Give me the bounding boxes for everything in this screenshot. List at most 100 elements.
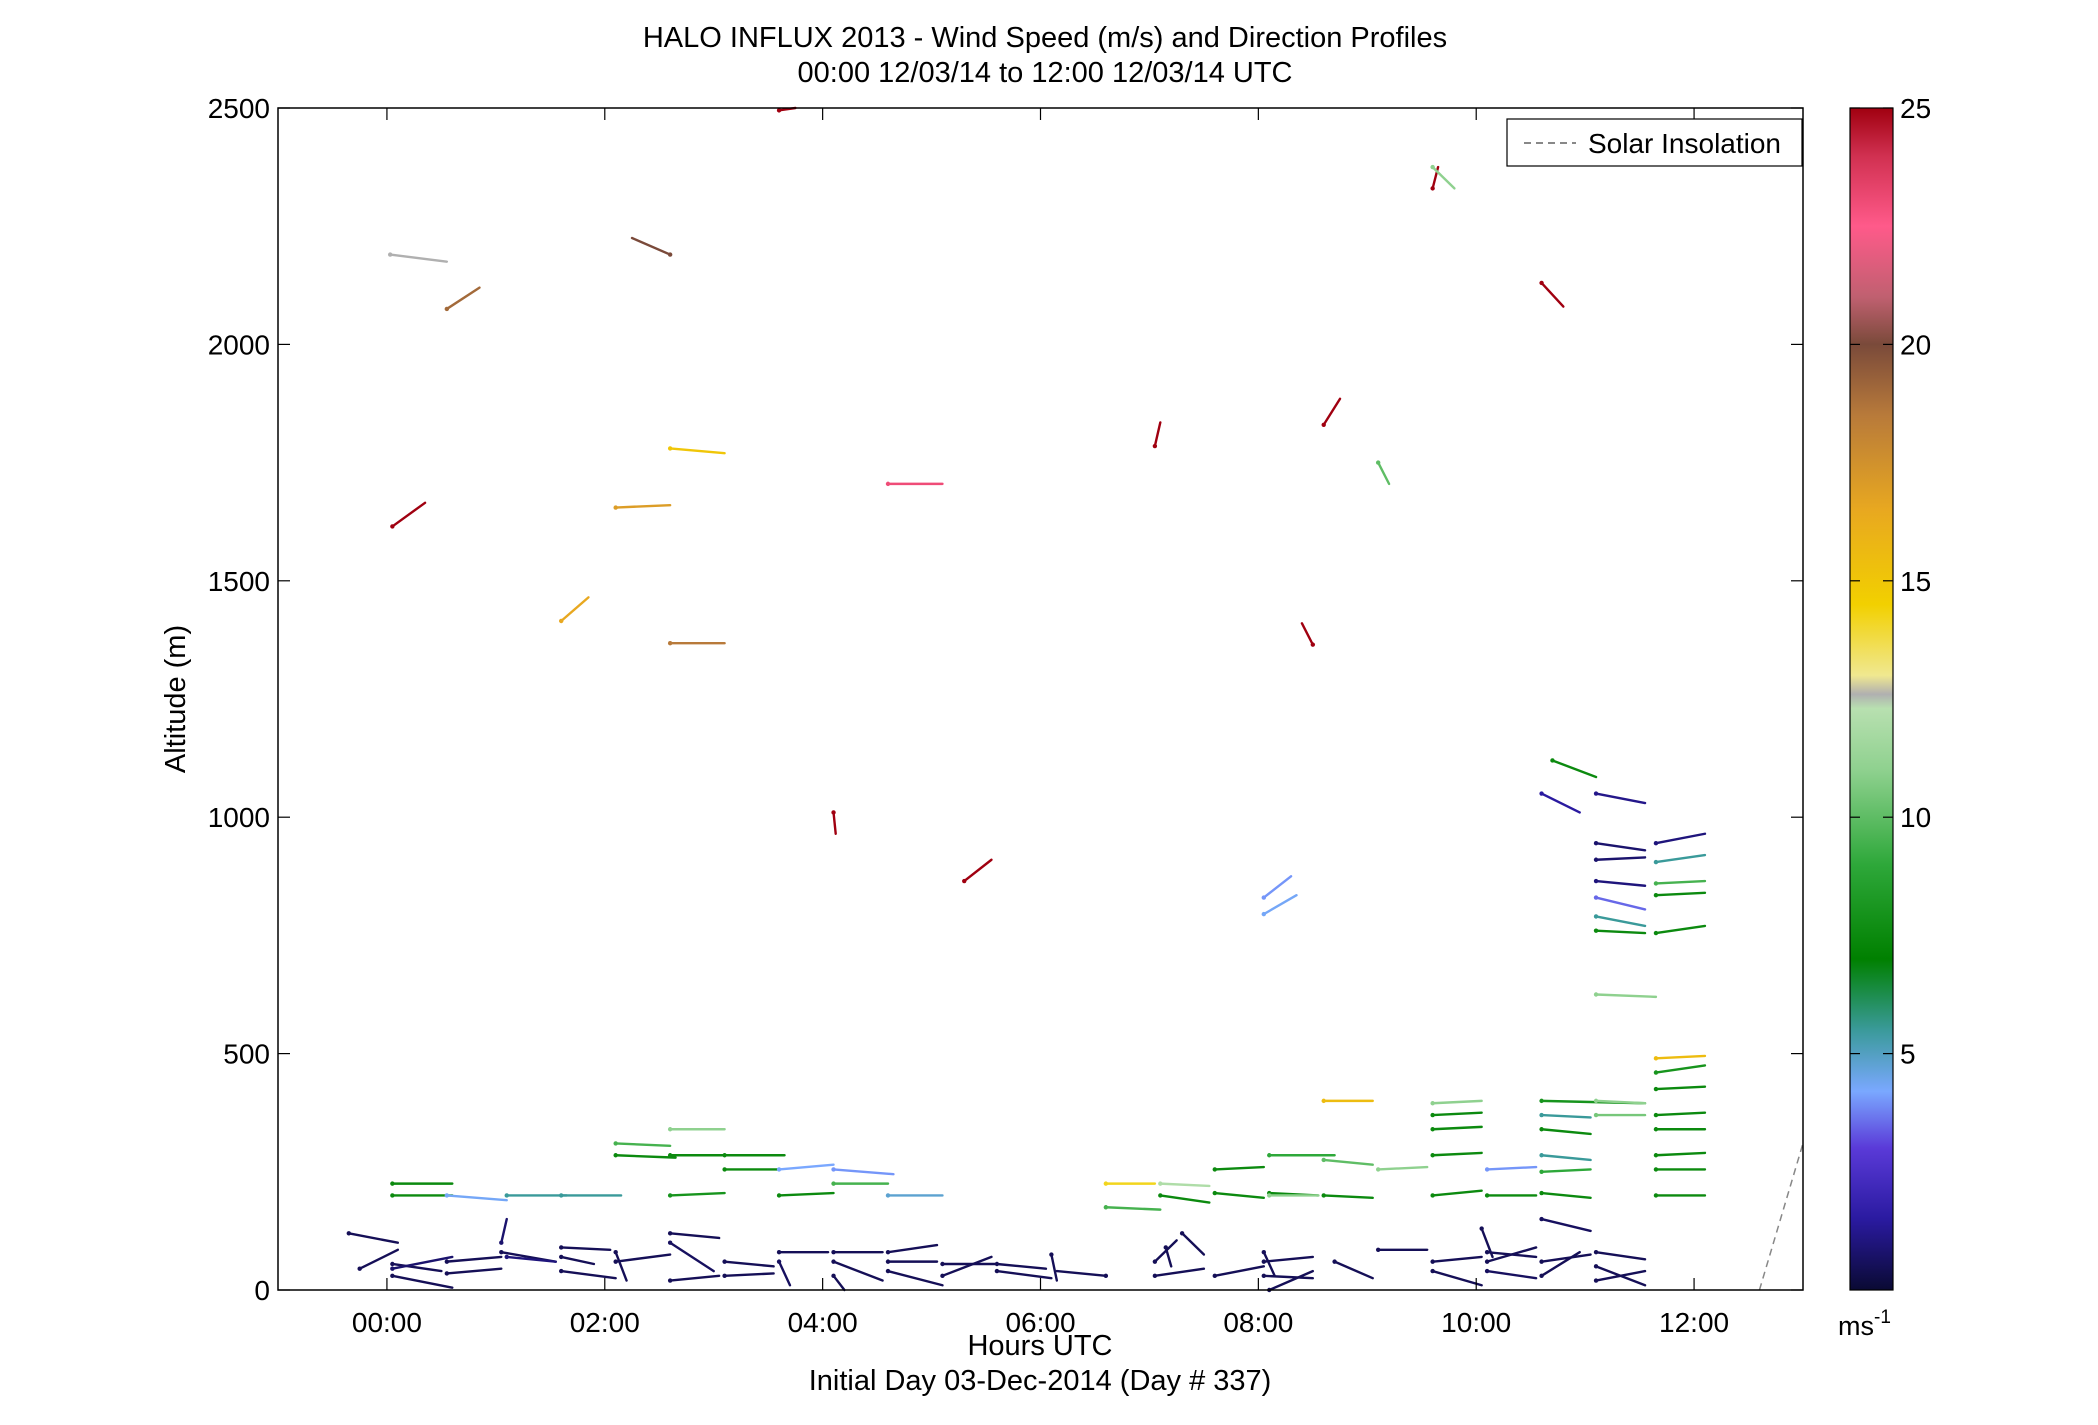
plot-frame bbox=[277, 107, 1804, 1291]
wind-barb-origin bbox=[667, 1231, 673, 1236]
x-axis-label: Hours UTC bbox=[967, 1330, 1112, 1362]
wind-barb bbox=[1322, 1194, 1374, 1200]
chart-title: HALO INFLUX 2013 - Wind Speed (m/s) and … bbox=[642, 22, 1448, 54]
wind-barb bbox=[1213, 1165, 1266, 1171]
wind-barb bbox=[1180, 1232, 1206, 1256]
wind-barb-origin bbox=[1321, 1157, 1326, 1163]
wind-barb bbox=[1594, 842, 1647, 852]
legend-box bbox=[1506, 118, 1803, 167]
wind-barb-origin bbox=[1593, 1098, 1599, 1104]
wind-barb-origin bbox=[1539, 1273, 1544, 1279]
wind-barb bbox=[1485, 1269, 1538, 1280]
y-axis-ticks: 0 500 1000 1500 2000 2500 bbox=[208, 93, 1803, 1306]
wind-barb-origin bbox=[1653, 1153, 1659, 1158]
wind-barb-origin bbox=[1430, 1127, 1435, 1132]
wind-barb bbox=[1485, 1246, 1538, 1263]
wind-barb-origin bbox=[1479, 1226, 1484, 1231]
x-axis-ticks: 00:00 02:00 04:00 06:00 08:00 10:00 12:00 bbox=[352, 108, 1729, 1338]
wind-barb bbox=[1594, 856, 1647, 861]
wind-barb-origin bbox=[1484, 1268, 1490, 1274]
wind-barb-origin bbox=[831, 1273, 836, 1279]
wind-barb bbox=[668, 1241, 715, 1273]
wind-barb-origin bbox=[1261, 1273, 1267, 1279]
wind-barb-origin bbox=[390, 524, 395, 529]
wind-barb bbox=[832, 1260, 884, 1282]
wind-barb bbox=[388, 253, 449, 263]
wind-barb bbox=[1322, 1158, 1374, 1166]
wind-barb-origin bbox=[559, 1193, 564, 1198]
y-tick-label: 0 bbox=[254, 1275, 270, 1306]
wind-barb bbox=[668, 1191, 726, 1197]
wind-barb-origin bbox=[1539, 1127, 1544, 1132]
wind-barb-origin bbox=[1593, 1264, 1599, 1269]
wind-barb bbox=[777, 1163, 835, 1171]
wind-barb-origin bbox=[885, 1193, 891, 1198]
wind-barb-origin bbox=[499, 1249, 504, 1255]
colorbar-tick-label: 15 bbox=[1900, 566, 1931, 597]
wind-barb-origin bbox=[885, 1259, 891, 1264]
wind-barb bbox=[560, 1269, 617, 1280]
wind-barb-origin bbox=[962, 878, 967, 884]
wind-barb-origin bbox=[504, 1254, 509, 1260]
wind-barb-origin bbox=[722, 1167, 727, 1172]
colorbar-tick-label: 25 bbox=[1900, 93, 1931, 124]
wind-barb bbox=[445, 1194, 508, 1202]
wind-barb-origin bbox=[1430, 1112, 1435, 1118]
wind-barb bbox=[1431, 1151, 1483, 1157]
wind-barb-origin bbox=[1430, 1268, 1435, 1274]
legend: Solar Insolation bbox=[1506, 118, 1803, 167]
wind-barb-origin bbox=[722, 1153, 727, 1158]
wind-barb bbox=[1050, 1253, 1059, 1282]
wind-barb-origin bbox=[1653, 1112, 1659, 1118]
wind-barb-origin bbox=[346, 1231, 352, 1236]
wind-barb bbox=[614, 1253, 672, 1263]
wind-barb-origin bbox=[1539, 1169, 1544, 1175]
wind-barb bbox=[1164, 1246, 1173, 1268]
wind-barb bbox=[1431, 1255, 1483, 1263]
x-tick-label: 04:00 bbox=[788, 1307, 858, 1338]
x-tick-label: 02:00 bbox=[570, 1307, 640, 1338]
wind-barb bbox=[1654, 1085, 1707, 1091]
wind-barb bbox=[505, 1255, 557, 1263]
wind-barb bbox=[995, 1262, 1048, 1270]
wind-barb bbox=[668, 1274, 721, 1282]
wind-barb bbox=[1594, 929, 1647, 935]
wind-barb-origin bbox=[613, 1141, 618, 1146]
wind-barb bbox=[1540, 1250, 1581, 1278]
wind-barb bbox=[1300, 622, 1315, 646]
wind-barb-origin bbox=[1152, 1273, 1158, 1279]
colorbar-units-exponent: -1 bbox=[1874, 1307, 1891, 1328]
wind-barb bbox=[1540, 1128, 1592, 1136]
wind-barb-origin bbox=[1375, 1167, 1381, 1172]
wind-barb-origin bbox=[831, 1259, 836, 1264]
wind-barb-origin bbox=[667, 252, 673, 257]
wind-barb-origin bbox=[940, 1273, 945, 1279]
wind-barb-origin bbox=[667, 641, 673, 646]
wind-barb-origin bbox=[831, 1249, 836, 1255]
wind-barb bbox=[1594, 915, 1647, 928]
wind-barb bbox=[391, 1255, 454, 1270]
wind-barb bbox=[1153, 1267, 1206, 1278]
wind-barb-origin bbox=[1375, 460, 1381, 465]
wind-barb bbox=[723, 1272, 775, 1278]
wind-barb bbox=[941, 1255, 993, 1278]
wind-barb-origin bbox=[1539, 1190, 1544, 1196]
wind-barb-origin bbox=[776, 1193, 782, 1198]
wind-barb-origin bbox=[1593, 791, 1599, 796]
wind-barb bbox=[391, 1262, 443, 1273]
wind-barb-origin bbox=[1539, 1216, 1544, 1222]
wind-barb-origin bbox=[667, 446, 673, 451]
legend-label-solar: Solar Insolation bbox=[1588, 128, 1781, 159]
wind-barb-origin bbox=[1539, 1098, 1544, 1104]
wind-barb bbox=[1540, 792, 1581, 814]
wind-barb bbox=[560, 596, 590, 623]
colorbar-scale bbox=[1849, 107, 1894, 1291]
wind-barb-origin bbox=[1212, 1167, 1217, 1172]
wind-barb bbox=[1540, 281, 1565, 308]
wind-barb bbox=[391, 1274, 454, 1289]
colorbar-tick-label: 5 bbox=[1900, 1039, 1916, 1070]
wind-barb-origin bbox=[1539, 280, 1544, 286]
wind-barb bbox=[1654, 879, 1707, 885]
wind-barb-origin bbox=[1593, 1112, 1599, 1118]
wind-barb bbox=[1540, 1113, 1592, 1119]
